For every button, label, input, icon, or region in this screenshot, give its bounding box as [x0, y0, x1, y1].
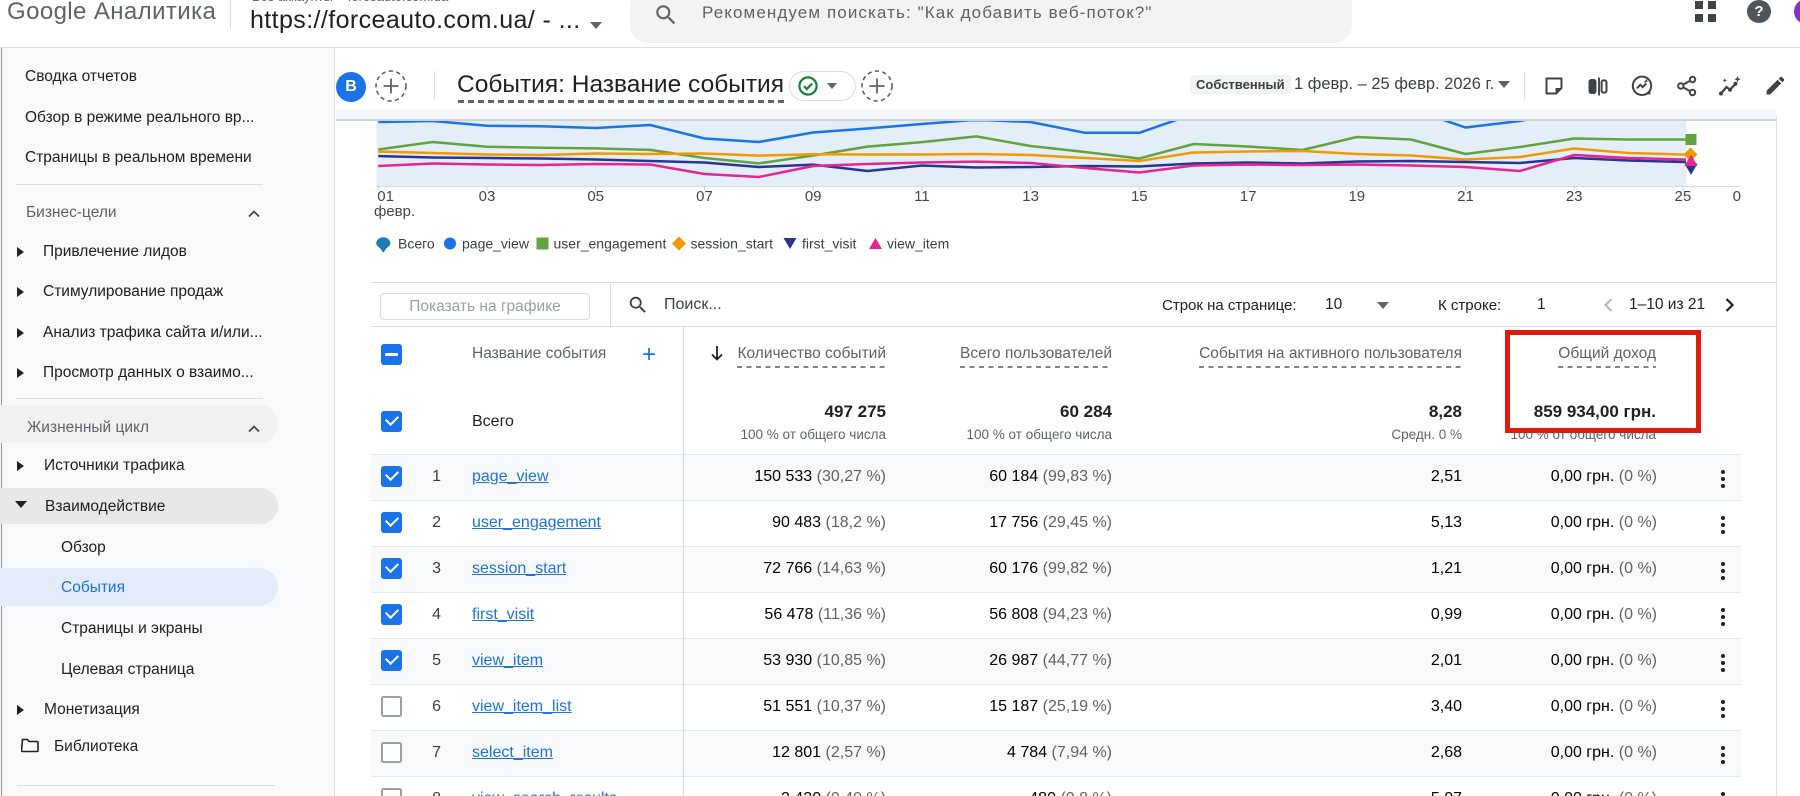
svg-text:first_visit: first_visit — [802, 236, 857, 252]
svg-text:25: 25 — [1675, 188, 1692, 205]
svg-text:Всего: Всего — [398, 236, 435, 252]
svg-text:01: 01 — [377, 188, 394, 205]
svg-text:17: 17 — [1240, 188, 1257, 205]
svg-text:23: 23 — [1566, 188, 1583, 205]
svg-text:09: 09 — [805, 188, 822, 205]
svg-text:03: 03 — [479, 188, 496, 205]
svg-text:11: 11 — [914, 188, 930, 205]
svg-text:февр.: февр. — [374, 203, 415, 220]
svg-text:0: 0 — [1733, 188, 1741, 205]
svg-text:21: 21 — [1457, 188, 1474, 205]
svg-text:page_view: page_view — [462, 236, 530, 252]
svg-text:15: 15 — [1131, 188, 1148, 205]
svg-text:19: 19 — [1348, 188, 1365, 205]
svg-text:view_item: view_item — [887, 236, 949, 252]
svg-text:07: 07 — [696, 188, 713, 205]
svg-text:user_engagement: user_engagement — [554, 236, 667, 252]
svg-text:05: 05 — [587, 188, 604, 205]
svg-text:13: 13 — [1022, 188, 1039, 205]
svg-text:session_start: session_start — [691, 236, 774, 252]
